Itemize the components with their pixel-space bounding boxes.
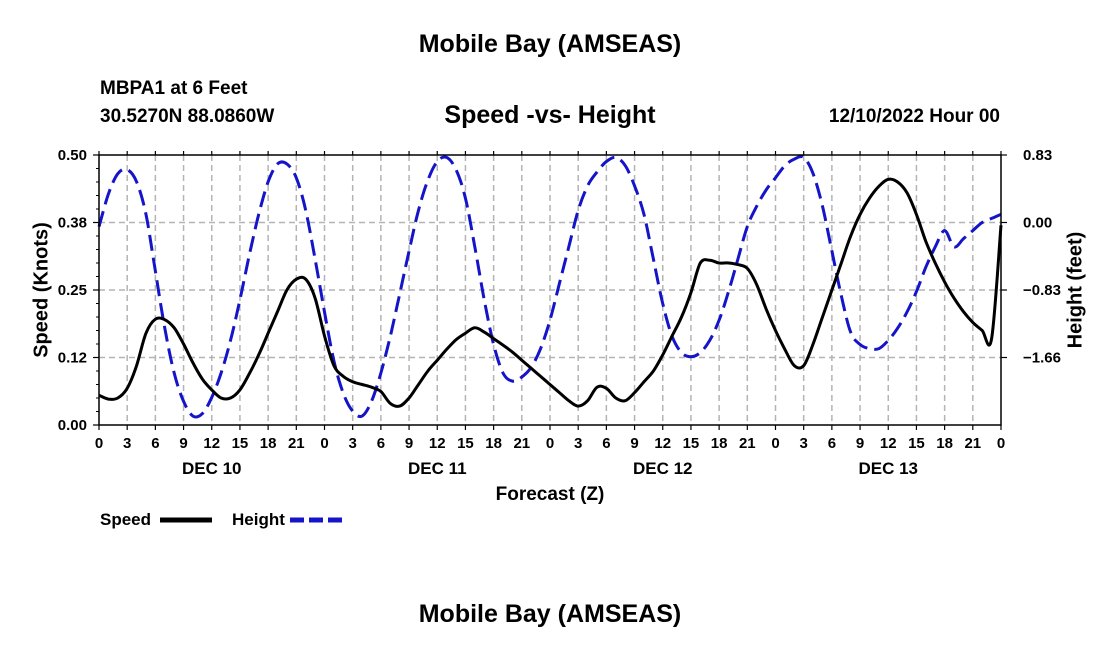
- footer-title: Mobile Bay (AMSEAS): [418, 600, 682, 628]
- x-tick-label: 9: [856, 435, 864, 452]
- legend: Speed Height: [100, 510, 342, 529]
- x-tick-label: 0: [95, 435, 103, 452]
- y2-tick-label: −0.83: [1023, 282, 1061, 299]
- series-line-speed: [98, 177, 1003, 408]
- axis-ticks: 0 3 6 9 12 15 18 21 0 3 6 9 12 15 18 21 0 3 6 9 12 15 18 21 0 3 6 9…: [58, 147, 1061, 478]
- x-tick-label: 6: [151, 435, 159, 452]
- y-axis-label-speed: Speed (Knots): [30, 222, 52, 358]
- x-tick-label: 12: [429, 435, 446, 452]
- day-label: DEC 13: [858, 459, 918, 478]
- y-axis-label-height: Height (feet): [1064, 232, 1086, 349]
- x-tick-label: 12: [654, 435, 671, 452]
- x-tick-label: 12: [880, 435, 897, 452]
- x-tick-label: 0: [997, 435, 1005, 452]
- x-tick-label: 21: [513, 435, 530, 452]
- station-name: MBPA1 at 6 Feet: [100, 78, 248, 99]
- x-tick-label: 18: [260, 435, 277, 452]
- grid-lines: [99, 155, 1001, 425]
- y-tick-label: 0.00: [58, 417, 87, 434]
- x-tick-label: 3: [123, 435, 131, 452]
- station-coordinates: 30.5270N 88.0860W: [100, 106, 275, 127]
- y2-tick-label: 0.00: [1023, 215, 1052, 232]
- x-tick-label: 12: [203, 435, 220, 452]
- forecast-datetime: 12/10/2022 Hour 00: [828, 106, 1000, 127]
- page-title: Mobile Bay (AMSEAS): [418, 30, 682, 58]
- x-axis-label: Forecast (Z): [496, 484, 605, 505]
- chart-title: Speed -vs- Height: [444, 101, 656, 129]
- y-tick-label: 0.38: [58, 215, 87, 232]
- x-tick-label: 18: [936, 435, 953, 452]
- x-tick-label: 15: [232, 435, 249, 452]
- series-layer: [97, 154, 1003, 419]
- x-tick-label: 21: [739, 435, 756, 452]
- x-tick-label: 15: [908, 435, 925, 452]
- x-tick-label: 3: [800, 435, 808, 452]
- x-tick-label: 9: [630, 435, 638, 452]
- x-tick-label: 6: [377, 435, 385, 452]
- series-line-height: [97, 154, 1002, 419]
- x-tick-label: 18: [485, 435, 502, 452]
- day-label: DEC 12: [633, 459, 693, 478]
- y-tick-label: 0.50: [58, 147, 87, 164]
- x-tick-label: 6: [828, 435, 836, 452]
- y2-tick-label: 0.83: [1023, 147, 1052, 164]
- x-tick-label: 15: [683, 435, 700, 452]
- y-tick-label: 0.12: [58, 350, 87, 367]
- x-tick-label: 3: [574, 435, 582, 452]
- legend-label-height: Height: [232, 510, 285, 529]
- x-tick-label: 0: [320, 435, 328, 452]
- x-tick-label: 0: [546, 435, 554, 452]
- x-tick-label: 0: [771, 435, 779, 452]
- x-tick-label: 3: [349, 435, 357, 452]
- y2-tick-label: −1.66: [1023, 350, 1061, 367]
- x-tick-label: 9: [405, 435, 413, 452]
- x-tick-label: 18: [711, 435, 728, 452]
- day-label: DEC 10: [182, 459, 242, 478]
- y-tick-label: 0.25: [58, 282, 87, 299]
- legend-label-speed: Speed: [100, 510, 151, 529]
- day-label: DEC 11: [408, 459, 467, 478]
- x-tick-label: 6: [602, 435, 610, 452]
- x-tick-label: 21: [288, 435, 305, 452]
- x-tick-label: 9: [179, 435, 187, 452]
- x-tick-label: 21: [964, 435, 981, 452]
- x-tick-label: 15: [457, 435, 474, 452]
